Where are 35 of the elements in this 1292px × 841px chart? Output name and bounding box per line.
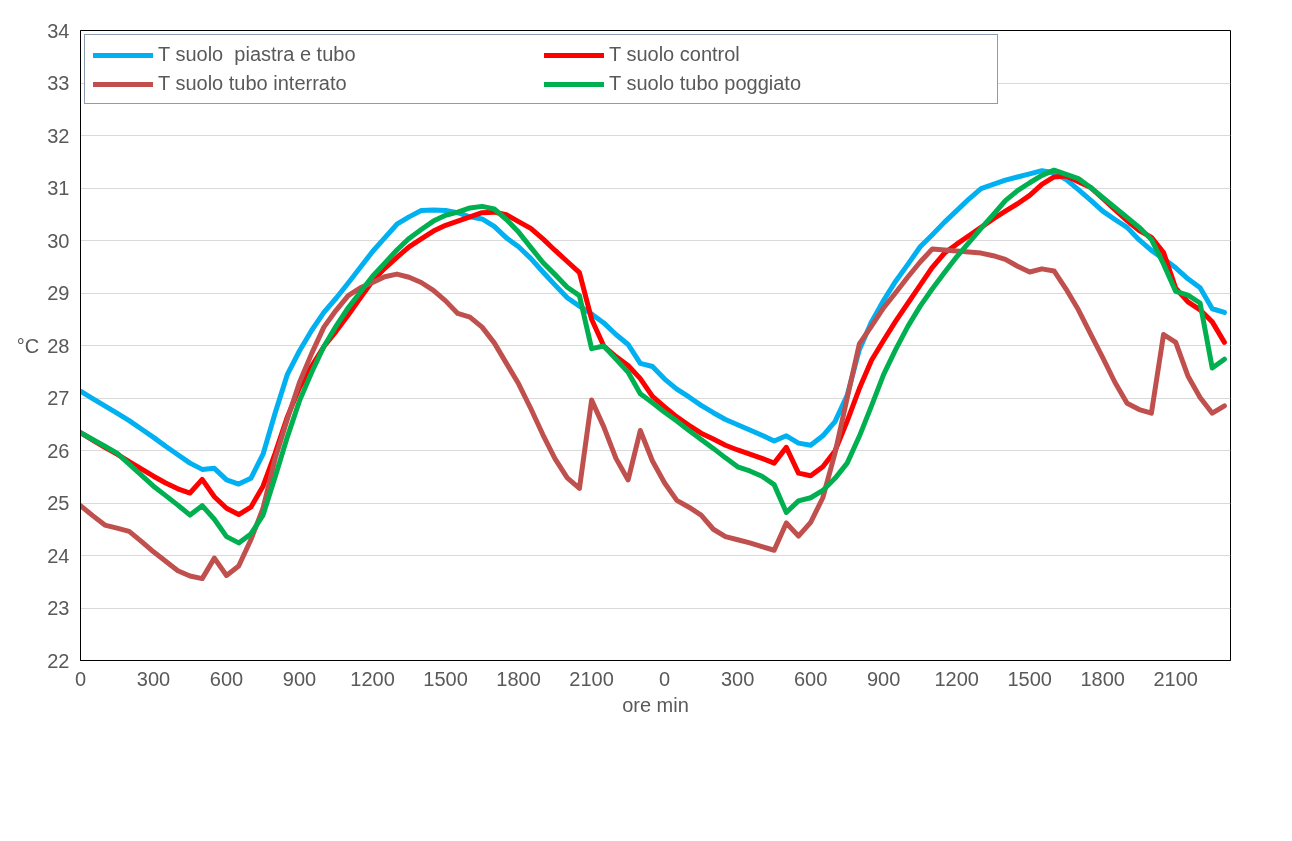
x-tick-label: 900 xyxy=(866,667,901,690)
x-tick-label: 1200 xyxy=(934,667,979,690)
y-tick-label: 22 xyxy=(47,649,70,672)
x-tick-label: 1800 xyxy=(1080,667,1125,690)
y-tick-label: 33 xyxy=(47,72,70,94)
y-tick-label: 32 xyxy=(47,124,70,147)
x-tick-label: 300 xyxy=(720,667,755,690)
y-tick-label: 29 xyxy=(47,282,70,304)
y-tick-label: 30 xyxy=(47,229,70,252)
y-tick-label: 28 xyxy=(47,334,70,357)
y-tick-label: 25 xyxy=(47,492,70,514)
legend-label: T suolo piastra e tubo xyxy=(158,43,357,66)
x-tick-label: 2100 xyxy=(1153,667,1198,690)
y-tick-label: 26 xyxy=(47,439,70,462)
legend-label: T suolo control xyxy=(609,43,741,66)
y-tick-label: 24 xyxy=(47,544,70,567)
y-tick-label: 31 xyxy=(47,177,70,199)
y-tick-label: 34 xyxy=(47,19,70,42)
x-tick-label: 2100 xyxy=(569,667,614,690)
x-tick-label: 1800 xyxy=(496,667,541,690)
y-axis-title: °C xyxy=(16,334,40,357)
x-tick-label: 1500 xyxy=(423,667,468,690)
legend-label: T suolo tubo interrato xyxy=(158,72,348,95)
y-tick-label: 27 xyxy=(47,387,70,409)
x-tick-label: 600 xyxy=(209,667,244,690)
x-tick-label: 300 xyxy=(136,667,171,690)
x-tick-label: 0 xyxy=(74,667,87,690)
legend-label: T suolo tubo poggiato xyxy=(609,72,802,95)
x-tick-label: 1200 xyxy=(350,667,395,690)
x-tick-label: 1500 xyxy=(1007,667,1052,690)
x-tick-label: 900 xyxy=(282,667,317,690)
x-tick-label: 600 xyxy=(793,667,828,690)
x-axis-title: ore min xyxy=(622,693,689,716)
x-tick-label: 0 xyxy=(659,667,671,690)
y-tick-label: 23 xyxy=(47,597,70,619)
